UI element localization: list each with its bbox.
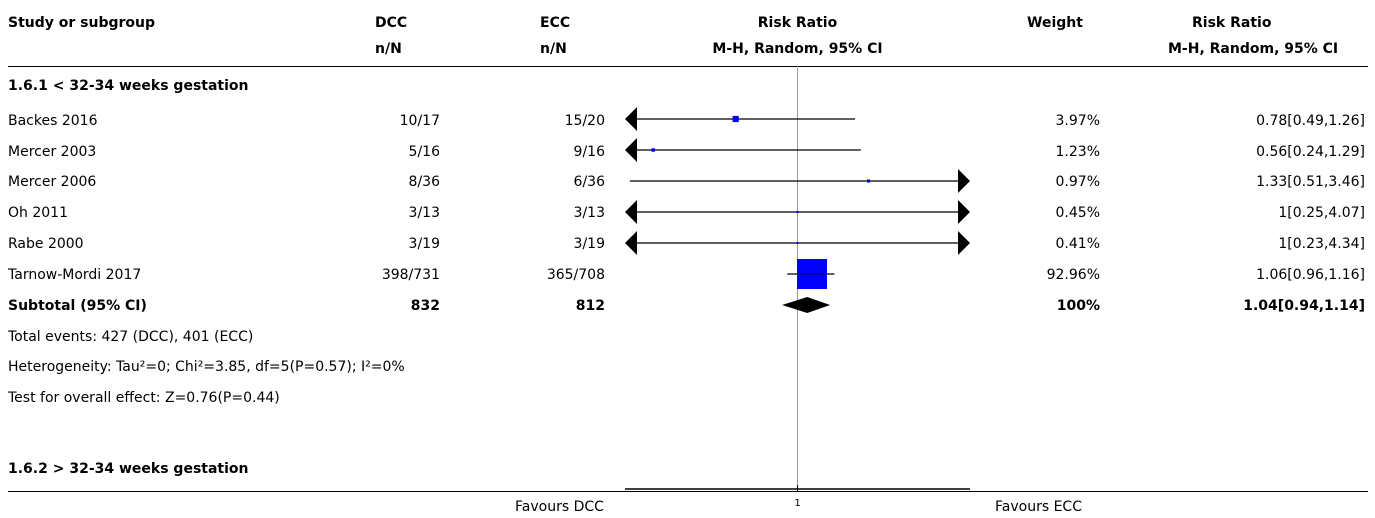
subtotal-ci: 1.04[0.94,1.14] — [1243, 298, 1365, 314]
study-marker — [796, 210, 799, 214]
header-risk-ratio-method: M-H, Random, 95% CI — [712, 41, 883, 57]
study-ci: 1[0.23,4.34] — [1278, 236, 1365, 252]
header-risk-ratio-2-method: M-H, Random, 95% CI — [1168, 41, 1339, 57]
study-marker — [651, 148, 655, 152]
study-weight: 0.45% — [1055, 205, 1100, 221]
x-axis-tick-label: 1 — [794, 498, 800, 509]
header-risk-ratio-2: Risk Ratio — [1192, 15, 1272, 31]
ci-arrow-right — [958, 231, 970, 255]
subtotal-weight: 100% — [1056, 298, 1100, 314]
header-ecc-sub: n/N — [540, 41, 567, 57]
study-name: Mercer 2003 — [8, 144, 97, 160]
total-events: Total events: 427 (DCC), 401 (ECC) — [8, 329, 254, 345]
ci-arrow-right — [958, 200, 970, 224]
study-ecc: 9/16 — [573, 144, 605, 160]
study-name: Mercer 2006 — [8, 174, 97, 190]
header-study: Study or subgroup — [8, 15, 156, 31]
study-dcc: 3/19 — [408, 236, 440, 252]
header-weight: Weight — [1027, 15, 1083, 31]
study-dcc: 398/731 — [381, 267, 440, 283]
study-name: Oh 2011 — [8, 205, 68, 221]
study-weight: 0.97% — [1055, 174, 1100, 190]
study-name: Backes 2016 — [8, 113, 98, 129]
study-ci: 1[0.25,4.07] — [1278, 205, 1365, 221]
ci-arrow-left — [625, 107, 637, 131]
study-name: Tarnow-Mordi 2017 — [8, 267, 142, 283]
footer-rule — [8, 491, 1368, 492]
subtotal-label: Subtotal (95% CI) — [8, 298, 147, 314]
study-ci: 0.78[0.49,1.26] — [1256, 113, 1365, 129]
study-ecc: 6/36 — [573, 174, 605, 190]
header-rule — [8, 66, 1368, 67]
study-name: Rabe 2000 — [8, 236, 84, 252]
study-ci: 0.56[0.24,1.29] — [1256, 144, 1365, 160]
study-marker — [866, 179, 871, 183]
subgroup-2-title: 1.6.2 > 32-34 weeks gestation — [8, 461, 249, 477]
study-ecc: 3/13 — [573, 205, 605, 221]
study-ecc: 365/708 — [546, 267, 605, 283]
study-dcc: 8/36 — [408, 174, 440, 190]
ci-arrow-right — [958, 169, 970, 193]
study-dcc: 10/17 — [399, 113, 440, 129]
pooled-diamond — [782, 297, 831, 313]
ci-arrow-left — [625, 200, 637, 224]
ci-arrow-left — [625, 231, 637, 255]
study-marker — [796, 242, 799, 244]
heterogeneity: Heterogeneity: Tau²=0; Chi²=3.85, df=5(P… — [8, 359, 405, 375]
ci-arrow-left — [625, 138, 637, 162]
study-weight: 0.41% — [1055, 236, 1100, 252]
study-weight: 1.23% — [1055, 144, 1100, 160]
subgroup-1-title: 1.6.1 < 32-34 weeks gestation — [8, 78, 249, 94]
study-dcc: 5/16 — [408, 144, 440, 160]
favours-right-label: Favours ECC — [995, 499, 1082, 515]
header-ecc: ECC — [540, 15, 571, 31]
study-ecc: 15/20 — [564, 113, 605, 129]
header-dcc-sub: n/N — [375, 41, 402, 57]
overall-effect: Test for overall effect: Z=0.76(P=0.44) — [8, 390, 280, 406]
subtotal-ecc: 812 — [575, 298, 605, 314]
subtotal-dcc: 832 — [410, 298, 440, 314]
study-marker — [732, 115, 739, 123]
study-weight: 92.96% — [1046, 267, 1100, 283]
study-weight: 3.97% — [1055, 113, 1100, 129]
study-ci: 1.33[0.51,3.46] — [1256, 174, 1365, 190]
study-ecc: 3/19 — [573, 236, 605, 252]
study-ci: 1.06[0.96,1.16] — [1256, 267, 1365, 283]
header-dcc: DCC — [375, 15, 408, 31]
header-risk-ratio: Risk Ratio — [757, 15, 838, 31]
favours-left-label: Favours DCC — [515, 499, 604, 515]
study-dcc: 3/13 — [408, 205, 440, 221]
